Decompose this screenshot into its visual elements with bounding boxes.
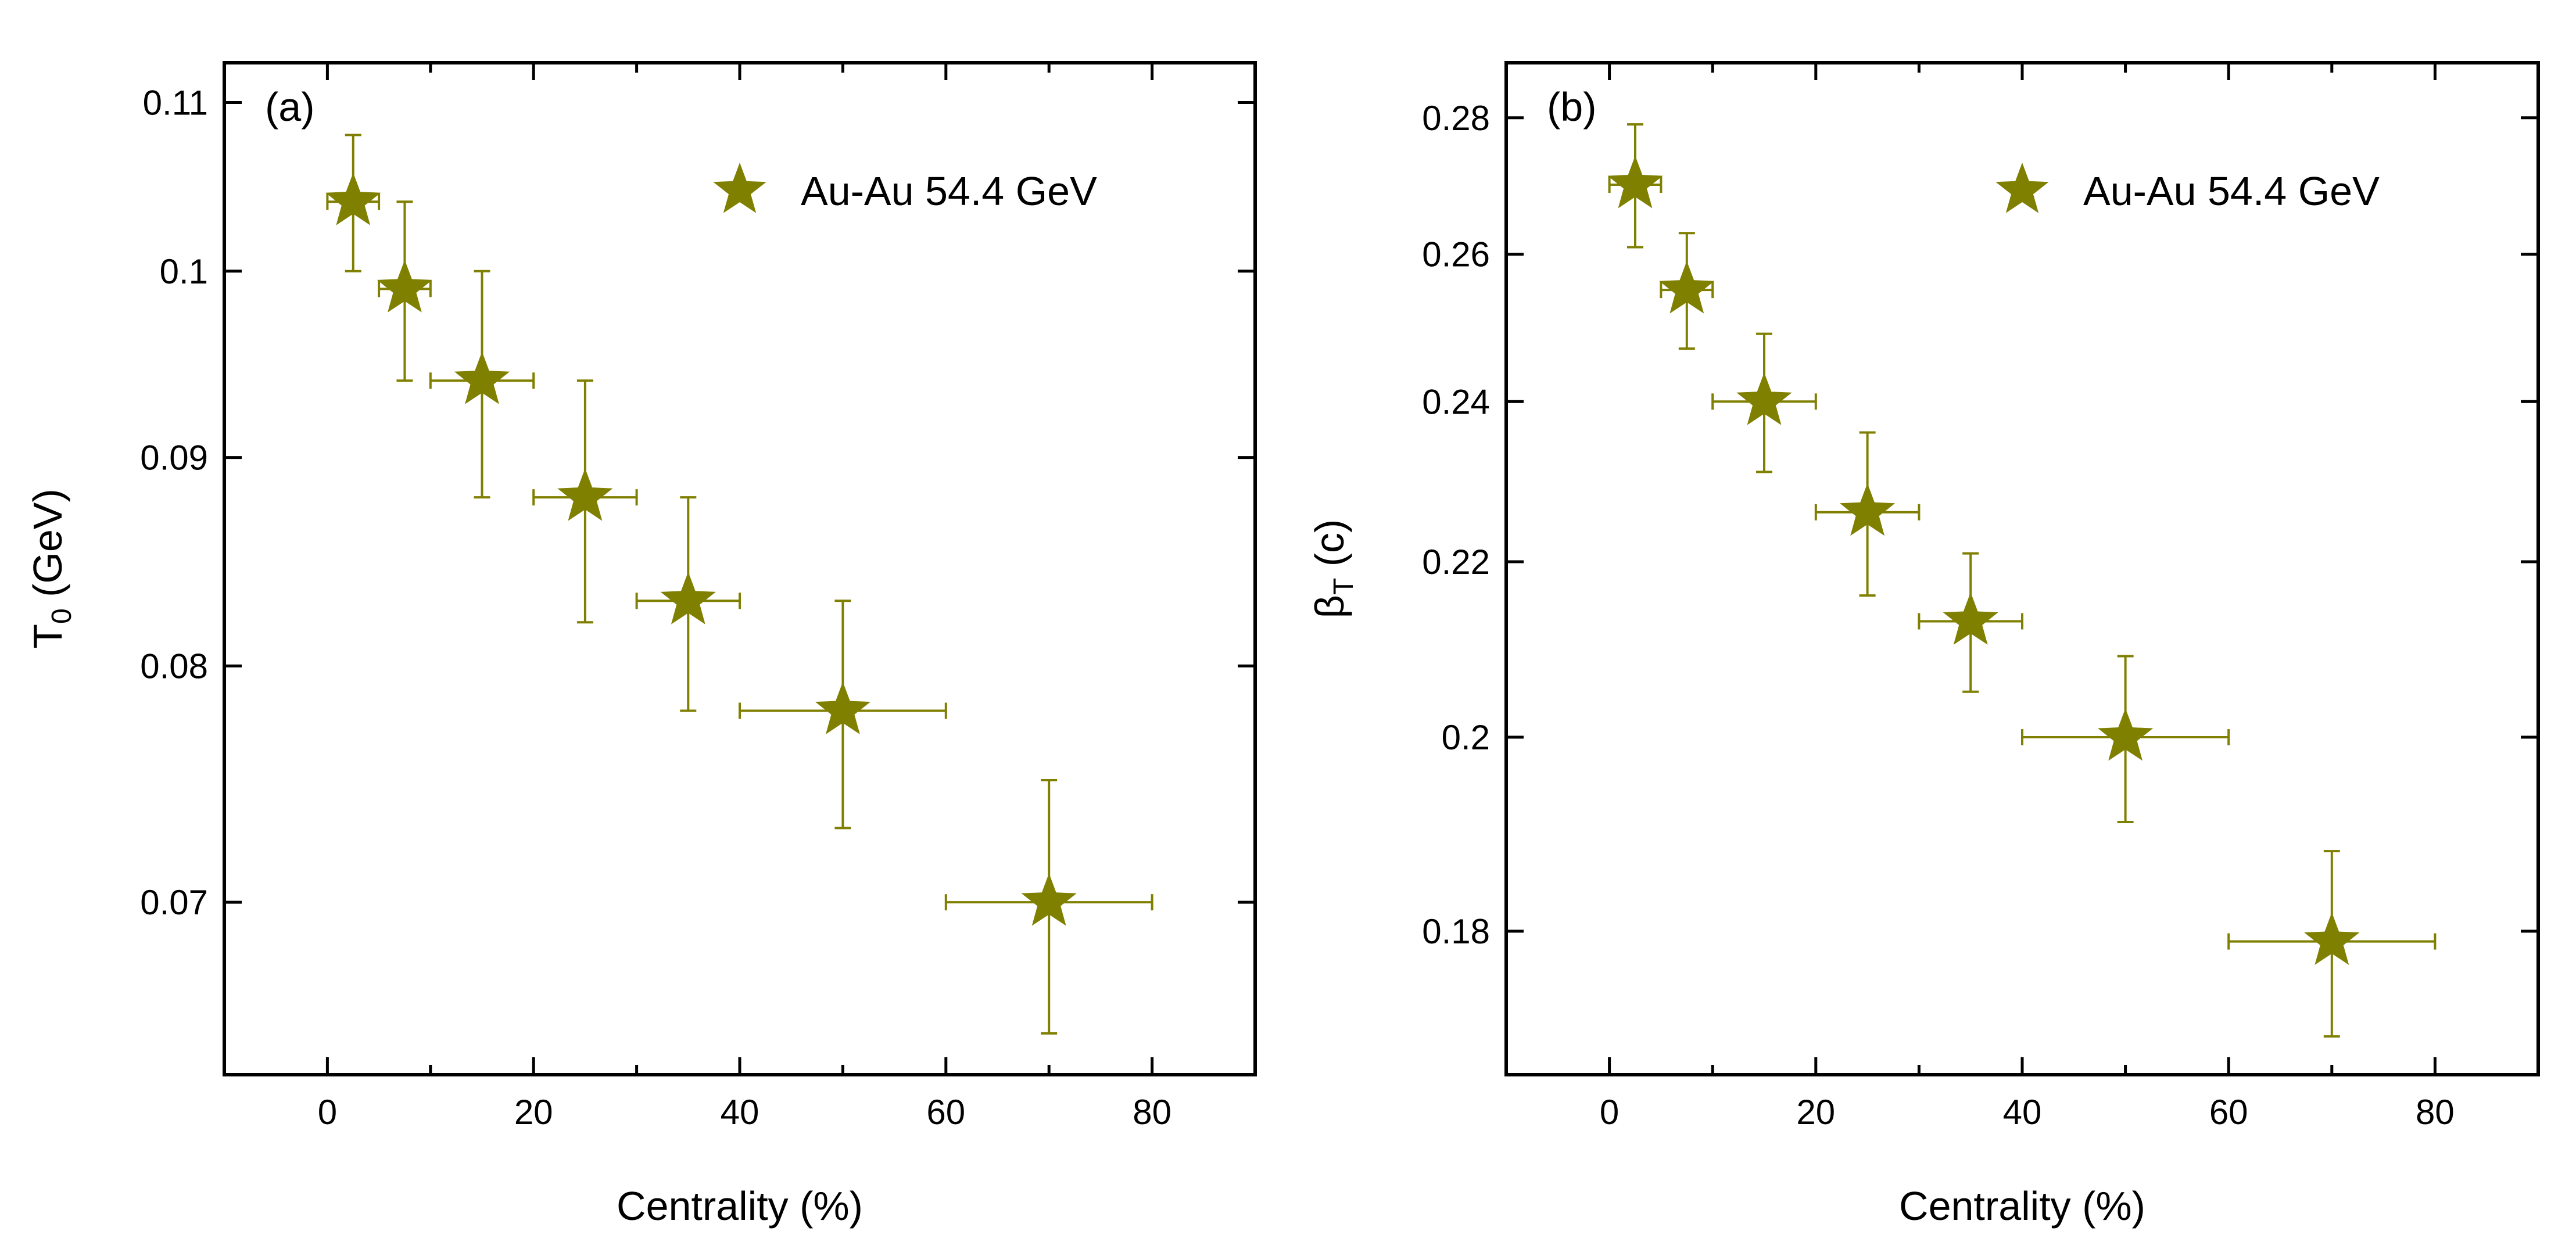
x-tick-label: 40 (2003, 1093, 2042, 1132)
data-point (429, 270, 535, 499)
legend-label: Au-Au 54.4 GeV (2083, 168, 2380, 214)
star-marker (325, 173, 381, 225)
x-tick-label: 40 (721, 1093, 759, 1132)
star-marker (1659, 261, 1715, 314)
y-tick-label: 0.22 (1422, 543, 1490, 581)
y-tick-label: 0.24 (1422, 382, 1490, 421)
legend: Au-Au 54.4 GeV (1995, 163, 2380, 214)
star-marker (1021, 873, 1077, 926)
x-tick-label: 60 (926, 1093, 965, 1132)
y-axis-symbol: β (1307, 595, 1352, 618)
data-point (635, 496, 741, 712)
star-marker (1736, 372, 1792, 425)
legend: Au-Au 54.4 GeV (713, 163, 1097, 214)
star-marker (2304, 912, 2360, 965)
y-axis-title: βT (c) (1307, 519, 1359, 619)
y-tick-label: 0.18 (1422, 912, 1490, 951)
panel-label: (b) (1547, 84, 1597, 130)
y-ticks: 0.18 0.2 0.22 0.24 0.26 0.28 (1422, 99, 2538, 951)
data-point (2227, 850, 2437, 1038)
y-tick-label: 0.2 (1442, 718, 1490, 757)
data-points (325, 134, 1153, 1035)
x-ticks: 0 20 40 60 80 (223, 63, 1257, 1132)
data-point (944, 779, 1153, 1035)
y-axis-subscript: 0 (46, 608, 77, 624)
data-point (2021, 655, 2230, 823)
star-marker (2098, 708, 2154, 761)
data-points (1607, 123, 2437, 1038)
data-point (1918, 552, 2023, 693)
star-marker (454, 351, 510, 404)
star-marker (377, 260, 432, 313)
x-axis-title: Centrality (%) (1899, 1183, 2145, 1229)
star-marker (660, 572, 716, 624)
legend-star-marker (713, 163, 766, 213)
x-axis-title: Centrality (%) (617, 1183, 863, 1229)
star-marker (557, 468, 613, 521)
y-tick-label: 0.09 (140, 439, 208, 478)
y-tick-label: 0.1 (160, 252, 208, 291)
star-marker (1943, 592, 1998, 645)
y-axis-title: T0 (GeV) (25, 489, 77, 649)
x-tick-label: 60 (2209, 1093, 2248, 1132)
plot-frame (1504, 61, 2540, 1076)
x-tick-label: 0 (318, 1093, 337, 1132)
data-point (325, 134, 381, 272)
star-marker (1840, 483, 1896, 536)
data-point (1814, 431, 1921, 597)
x-tick-label: 0 (1600, 1093, 1619, 1132)
y-tick-label: 0.11 (143, 83, 208, 122)
data-point (739, 600, 947, 830)
data-point (1607, 123, 1663, 249)
x-ticks: 0 20 40 60 80 (1504, 63, 2540, 1132)
y-axis-subscript: T (1328, 578, 1359, 595)
data-point (1659, 232, 1715, 350)
data-point (1711, 332, 1817, 473)
y-tick-label: 0.07 (140, 883, 208, 922)
x-tick-label: 20 (1796, 1093, 1835, 1132)
y-axis-symbol: T (25, 624, 70, 649)
x-tick-label: 20 (514, 1093, 553, 1132)
x-tick-label: 80 (2416, 1093, 2455, 1132)
y-tick-label: 0.08 (140, 647, 208, 685)
y-axis-unit: (GeV) (25, 489, 70, 608)
data-point (532, 379, 638, 624)
x-tick-label: 80 (1133, 1093, 1171, 1132)
legend-star-marker (1995, 163, 2049, 213)
y-tick-label: 0.26 (1422, 235, 1490, 274)
data-point (377, 200, 432, 382)
star-marker (815, 681, 870, 734)
panel-a: 0 20 40 60 80 0.07 0.08 0.09 0.1 0.11 (a) Au-Au … (25, 61, 1257, 1229)
y-ticks: 0.07 0.08 0.09 0.1 0.11 (140, 83, 1255, 922)
y-axis-unit: (c) (1307, 519, 1352, 578)
star-marker (1607, 156, 1663, 209)
panel-label: (a) (265, 84, 315, 130)
plot-frame (223, 61, 1257, 1076)
legend-label: Au-Au 54.4 GeV (801, 168, 1097, 214)
y-tick-label: 0.28 (1422, 99, 1490, 138)
panel-b: 0 20 40 60 80 0.18 0.2 0.22 0.24 0.26 0.28 (b) Au… (1307, 61, 2540, 1229)
